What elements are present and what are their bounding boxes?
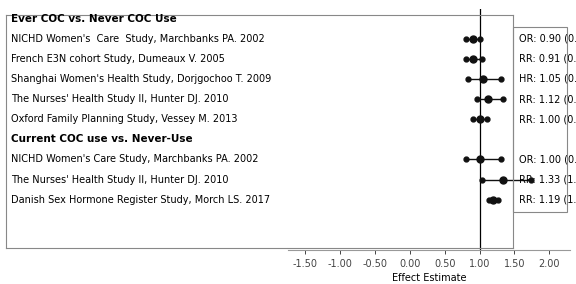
Text: Danish Sex Hormone Register Study, Morch LS. 2017: Danish Sex Hormone Register Study, Morch… xyxy=(12,195,271,205)
Text: RR: 1.12 (0.96, 1.33): RR: 1.12 (0.96, 1.33) xyxy=(520,94,576,104)
Text: OR: 0.90 (0.80, 1.00): OR: 0.90 (0.80, 1.00) xyxy=(520,34,576,44)
Text: RR: 1.33 (1.03, 1.73): RR: 1.33 (1.03, 1.73) xyxy=(520,174,576,185)
Text: OR: 1.00 (0.80, 1.30): OR: 1.00 (0.80, 1.30) xyxy=(520,154,576,164)
Text: Ever COC vs. Never COC Use: Ever COC vs. Never COC Use xyxy=(12,14,177,24)
Text: Current COC use vs. Never-Use: Current COC use vs. Never-Use xyxy=(12,134,193,144)
X-axis label: Effect Estimate: Effect Estimate xyxy=(392,273,467,283)
Text: NICHD Women's  Care  Study, Marchbanks PA. 2002: NICHD Women's Care Study, Marchbanks PA.… xyxy=(12,34,265,44)
Text: RR: 1.19 (1.13, 1.26): RR: 1.19 (1.13, 1.26) xyxy=(520,195,576,205)
Bar xyxy=(513,27,567,212)
Text: RR: 0.91 (0.81, 1.03): RR: 0.91 (0.81, 1.03) xyxy=(520,54,576,64)
Text: The Nurses' Health Study II, Hunter DJ. 2010: The Nurses' Health Study II, Hunter DJ. … xyxy=(12,174,229,185)
Text: The Nurses' Health Study II, Hunter DJ. 2010: The Nurses' Health Study II, Hunter DJ. … xyxy=(12,94,229,104)
Text: NICHD Women's Care Study, Marchbanks PA. 2002: NICHD Women's Care Study, Marchbanks PA.… xyxy=(12,154,259,164)
Text: HR: 1.05 (0.84, 1.31): HR: 1.05 (0.84, 1.31) xyxy=(520,74,576,84)
Text: Shanghai Women's Health Study, Dorjgochoo T. 2009: Shanghai Women's Health Study, Dorjgocho… xyxy=(12,74,272,84)
Text: RR: 1.00 (0.90, 1.10): RR: 1.00 (0.90, 1.10) xyxy=(520,114,576,124)
Text: French E3N cohort Study, Dumeaux V. 2005: French E3N cohort Study, Dumeaux V. 2005 xyxy=(12,54,225,64)
Text: Oxford Family Planning Study, Vessey M. 2013: Oxford Family Planning Study, Vessey M. … xyxy=(12,114,238,124)
